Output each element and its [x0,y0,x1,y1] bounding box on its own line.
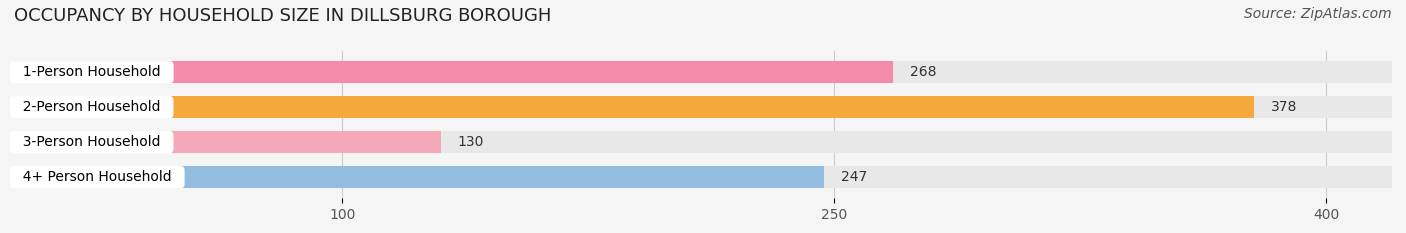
Bar [14,131,1392,153]
Bar [14,131,440,153]
Text: 2-Person Household: 2-Person Household [14,100,169,114]
Bar [14,61,1392,83]
Bar [14,96,1254,118]
Text: 4+ Person Household: 4+ Person Household [14,170,180,184]
Text: 130: 130 [457,135,484,149]
Text: 378: 378 [1271,100,1296,114]
Bar [14,166,824,188]
Text: OCCUPANCY BY HOUSEHOLD SIZE IN DILLSBURG BOROUGH: OCCUPANCY BY HOUSEHOLD SIZE IN DILLSBURG… [14,7,551,25]
Text: 247: 247 [841,170,868,184]
Text: 3-Person Household: 3-Person Household [14,135,169,149]
Bar [14,96,1392,118]
Text: Source: ZipAtlas.com: Source: ZipAtlas.com [1244,7,1392,21]
Text: 268: 268 [910,65,936,79]
Bar [14,61,893,83]
Bar [14,166,1392,188]
Text: 1-Person Household: 1-Person Household [14,65,170,79]
